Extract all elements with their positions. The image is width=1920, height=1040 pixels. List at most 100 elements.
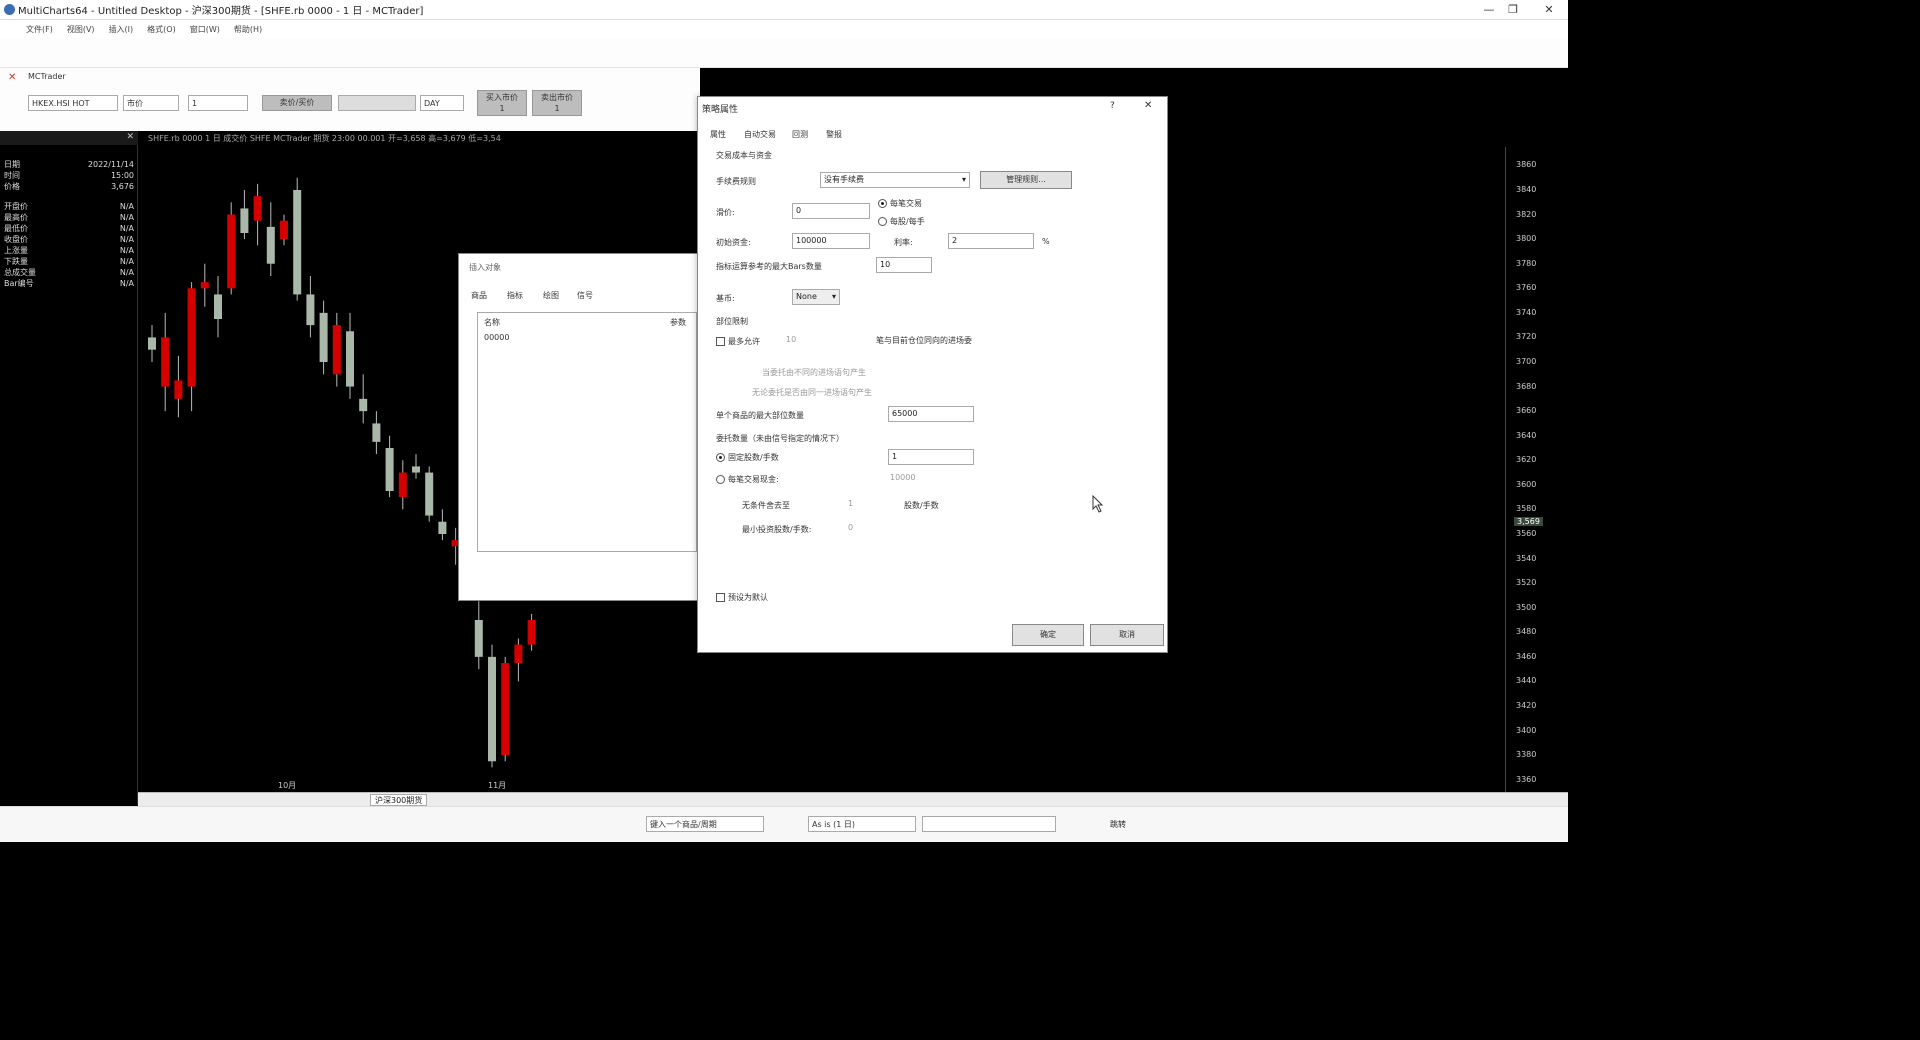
max-bars-input[interactable]: 10 bbox=[876, 257, 932, 273]
cash-per-trade-value[interactable]: 10000 bbox=[890, 473, 916, 482]
menu-view[interactable]: 视图(V) bbox=[66, 24, 95, 34]
menu-format[interactable]: 格式(O) bbox=[147, 24, 176, 34]
y-tick-label: 3740 bbox=[1516, 307, 1537, 317]
candle-body[interactable] bbox=[359, 398, 368, 412]
candle-body[interactable] bbox=[293, 190, 302, 295]
ok-button[interactable]: 确定 bbox=[1012, 624, 1084, 646]
status-row: 下跌量 N/A bbox=[4, 257, 134, 266]
tab-properties[interactable]: 属性 bbox=[710, 130, 726, 139]
candle-body[interactable] bbox=[451, 540, 460, 547]
buy-market-button[interactable]: 买入市价 1 bbox=[477, 90, 527, 116]
default-checkbox[interactable] bbox=[716, 593, 725, 602]
candle-body[interactable] bbox=[514, 644, 523, 663]
currency-select[interactable]: None ▾ bbox=[792, 289, 840, 305]
candle-body[interactable] bbox=[319, 312, 328, 362]
candle-body[interactable] bbox=[474, 620, 483, 657]
minimize-icon[interactable]: — bbox=[1483, 3, 1495, 16]
resolution-select[interactable]: As is (1 日) bbox=[808, 816, 916, 832]
close-icon[interactable]: ✕ bbox=[1544, 3, 1554, 16]
candle-body[interactable] bbox=[253, 196, 262, 221]
per-share-radio[interactable] bbox=[878, 217, 887, 226]
candle-body[interactable] bbox=[346, 331, 354, 387]
y-tick-label: 3380 bbox=[1516, 750, 1537, 760]
tab-instrument[interactable]: 商品 bbox=[471, 291, 487, 300]
candle-body[interactable] bbox=[187, 288, 196, 387]
candle-body[interactable] bbox=[372, 423, 381, 442]
candle-body[interactable] bbox=[412, 466, 420, 473]
tab-signal[interactable]: 信号 bbox=[577, 291, 593, 300]
symbol-input[interactable]: HKEX.HSI HOT bbox=[28, 95, 118, 111]
candle-body[interactable] bbox=[161, 337, 170, 387]
help-icon[interactable]: ? bbox=[1110, 101, 1115, 111]
candle-body[interactable] bbox=[240, 208, 249, 233]
list-item[interactable]: 00000 bbox=[484, 333, 510, 342]
max-shares-input[interactable]: 65000 bbox=[888, 406, 974, 422]
cancel-button[interactable]: 取消 bbox=[1090, 624, 1164, 646]
insert-object-dialog: 插入对象 商品 指标 绘图 信号 名称 参数 00000 bbox=[458, 253, 698, 601]
manage-rules-button[interactable]: 管理规则... bbox=[980, 171, 1072, 189]
max-shares-label: 单个商品的最大部位数量 bbox=[716, 411, 804, 420]
menu-file[interactable]: 文件(F) bbox=[26, 24, 53, 34]
candle-body[interactable] bbox=[425, 472, 434, 516]
y-tick-label: 3780 bbox=[1516, 258, 1537, 268]
fixed-shares-radio[interactable] bbox=[716, 453, 725, 462]
round-down-value[interactable]: 1 bbox=[848, 499, 854, 508]
candle-body[interactable] bbox=[398, 472, 407, 498]
candle-body[interactable] bbox=[227, 214, 236, 289]
fixed-shares-input[interactable]: 1 bbox=[888, 449, 974, 465]
candle-body[interactable] bbox=[488, 656, 496, 762]
candle-body[interactable] bbox=[438, 521, 447, 534]
candle-body[interactable] bbox=[385, 448, 394, 491]
candle-body[interactable] bbox=[527, 620, 536, 645]
tab-auto-trading[interactable]: 自动交易 bbox=[744, 130, 776, 139]
candle-body[interactable] bbox=[501, 663, 510, 756]
price-axis[interactable]: 3860 3840 3820 3800 3780 3760 3740 3720 3700 3680… bbox=[1505, 147, 1568, 792]
tab-drawing[interactable]: 绘图 bbox=[543, 291, 559, 300]
min-shares-value[interactable]: 0 bbox=[848, 523, 854, 532]
max-allow-value[interactable]: 10 bbox=[786, 335, 797, 344]
candle-body[interactable] bbox=[214, 294, 222, 319]
close-icon[interactable]: ✕ bbox=[1144, 100, 1153, 111]
candle-body[interactable] bbox=[174, 380, 183, 399]
spread-button[interactable]: 卖价/买价 bbox=[262, 95, 332, 111]
price-chart[interactable] bbox=[140, 147, 1500, 792]
jump-button[interactable]: 跳转 bbox=[1110, 820, 1126, 829]
max-allow-checkbox[interactable] bbox=[716, 337, 725, 346]
candle-body[interactable] bbox=[332, 325, 341, 375]
candle-body[interactable] bbox=[280, 220, 288, 240]
candle-body[interactable] bbox=[200, 282, 209, 289]
per-trade-radio[interactable] bbox=[878, 199, 887, 208]
cash-per-trade-radio[interactable] bbox=[716, 475, 725, 484]
y-tick-label: 3540 bbox=[1516, 553, 1537, 563]
tab-workspace[interactable]: 沪深300期货 bbox=[370, 794, 428, 806]
date-picker[interactable] bbox=[922, 816, 1056, 832]
initial-capital-input[interactable]: 100000 bbox=[792, 233, 870, 249]
order-type-select[interactable]: 市价 bbox=[123, 95, 179, 111]
menu-help[interactable]: 帮助(H) bbox=[233, 24, 263, 34]
candle-body[interactable] bbox=[306, 294, 315, 326]
tif-select[interactable]: DAY bbox=[420, 95, 464, 111]
same-direction-label: 笔与目前仓位同向的进场委 bbox=[876, 336, 972, 345]
candle-body[interactable] bbox=[266, 226, 275, 264]
commission-select[interactable]: 没有手续费 ▾ bbox=[820, 172, 970, 188]
menu-insert[interactable]: 插入(I) bbox=[108, 24, 134, 34]
slippage-label: 滑价: bbox=[716, 208, 735, 217]
account-select[interactable] bbox=[338, 95, 416, 111]
study-list[interactable]: 名称 参数 00000 bbox=[477, 312, 697, 552]
slippage-input[interactable]: 0 bbox=[792, 203, 870, 219]
maximize-icon[interactable]: ❐ bbox=[1508, 3, 1518, 16]
any-entry-option[interactable]: 无论委托是否由同一进场语句产生 bbox=[752, 388, 872, 397]
round-down-label: 无条件舍去至 bbox=[742, 501, 790, 510]
symbol-search-input[interactable]: 键入一个商品/周期 bbox=[646, 816, 764, 832]
menu-window[interactable]: 窗口(W) bbox=[189, 24, 220, 34]
tab-alerts[interactable]: 警报 bbox=[826, 130, 842, 139]
quantity-stepper[interactable]: 1 bbox=[188, 95, 248, 111]
close-icon[interactable]: ✕ bbox=[8, 72, 17, 83]
close-icon[interactable]: ✕ bbox=[126, 132, 134, 142]
tab-backtest[interactable]: 回测 bbox=[792, 130, 808, 139]
sell-market-button[interactable]: 卖出市价 1 bbox=[532, 90, 582, 116]
candle-body[interactable] bbox=[148, 337, 156, 350]
interest-rate-input[interactable]: 2 bbox=[948, 233, 1034, 249]
different-entry-option[interactable]: 当委托由不同的进场语句产生 bbox=[762, 368, 866, 377]
tab-indicator[interactable]: 指标 bbox=[507, 291, 523, 300]
